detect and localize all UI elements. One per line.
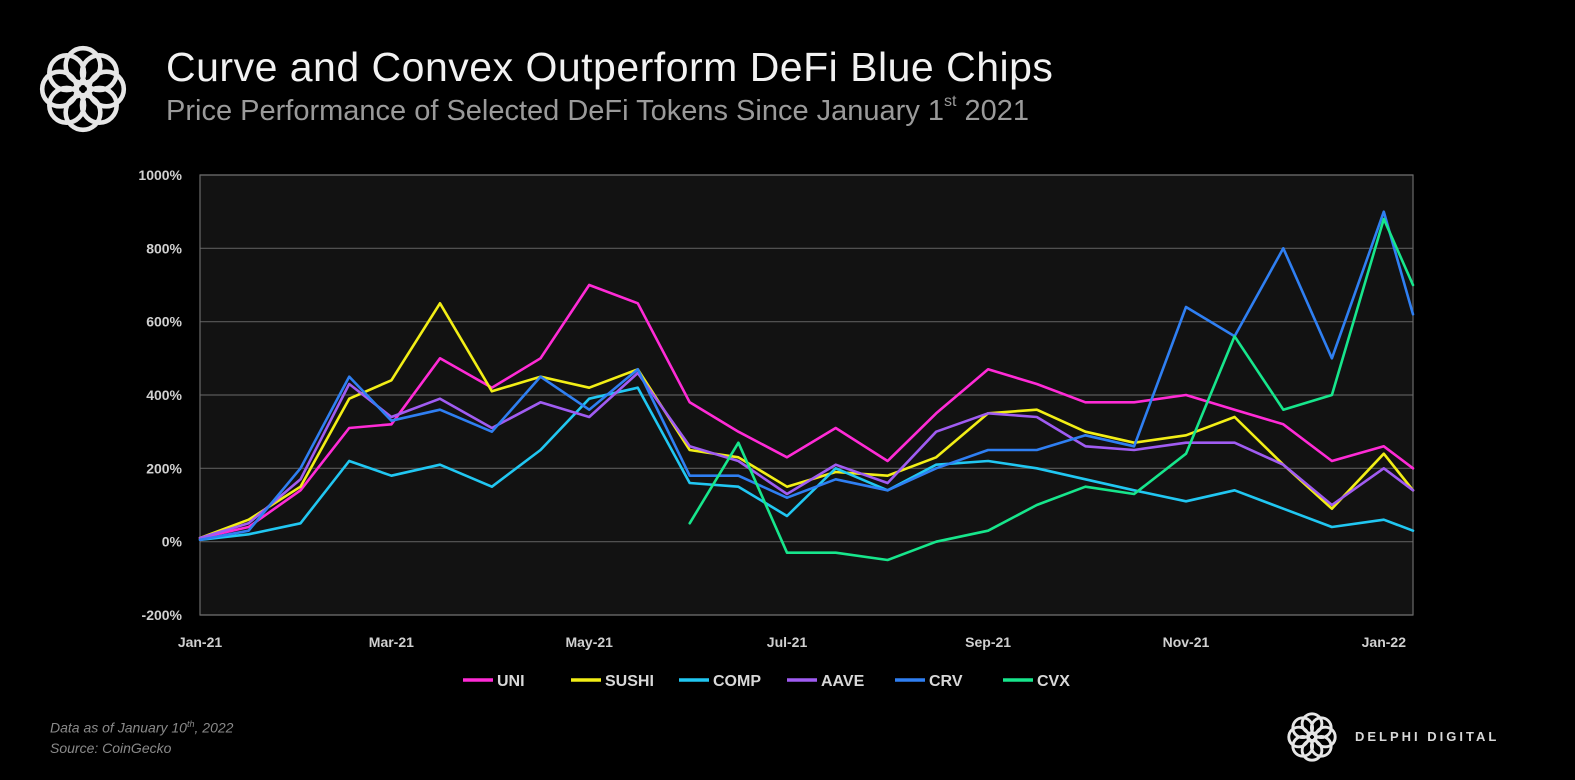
legend-item-cvx: CVX	[1003, 673, 1070, 690]
series-line-aave	[198, 371, 1415, 540]
legend-item-comp: COMP	[679, 673, 761, 690]
delphi-logo-icon	[39, 45, 127, 133]
y-tick-label: 400%	[146, 387, 182, 403]
delphi-digital-logo-icon	[1287, 712, 1337, 762]
series-lines	[198, 210, 1415, 562]
x-tick-label: Jan-22	[1362, 634, 1407, 650]
y-tick-label: 800%	[146, 240, 182, 256]
plot-border	[199, 174, 1414, 616]
legend-label: CRV	[929, 673, 963, 690]
subtitle-main: Price Performance of Selected DeFi Token…	[166, 95, 945, 127]
legend-label: AAVE	[821, 673, 865, 690]
x-tick-label: Jul-21	[767, 634, 808, 650]
footnote: Data as of January 10th, 2022 Source: Co…	[50, 714, 233, 758]
y-tick-label: 1000%	[138, 167, 182, 183]
y-tick-label: 200%	[146, 460, 182, 476]
legend-label: COMP	[713, 673, 761, 690]
legend-item-aave: AAVE	[787, 673, 865, 690]
legend-item-uni: UNI	[463, 673, 525, 690]
y-tick-label: -200%	[142, 607, 183, 623]
chart-title: Curve and Convex Outperform DeFi Blue Ch…	[166, 44, 1054, 90]
legend-label: UNI	[497, 673, 525, 690]
line-chart: -200% 0% 200% 400% 600% 800% 1000% Jan-21 Mar-2…	[138, 167, 1415, 690]
x-tick-label: Mar-21	[369, 634, 414, 650]
x-tick-label: Jan-21	[178, 634, 223, 650]
legend: UNI SUSHI COMP AAVE CRV CVX	[463, 673, 1070, 690]
subtitle-year: 2021	[956, 95, 1030, 127]
series-line-comp	[198, 386, 1415, 542]
x-axis: Jan-21 Mar-21 May-21 Jul-21 Sep-21 Nov-21 Jan-…	[178, 634, 1406, 650]
data-date-post: , 2022	[194, 719, 234, 736]
x-tick-label: May-21	[565, 634, 613, 650]
legend-item-sushi: SUSHI	[571, 673, 654, 690]
legend-item-crv: CRV	[895, 673, 963, 690]
data-date-sup: th	[186, 719, 195, 729]
x-tick-label: Sep-21	[965, 634, 1011, 650]
legend-label: CVX	[1037, 673, 1070, 690]
data-date-note: Data as of January 10th, 2022	[50, 714, 233, 738]
series-line-crv	[198, 210, 1415, 542]
legend-label: SUSHI	[605, 673, 654, 690]
source-note: Source: CoinGecko	[50, 739, 172, 756]
y-tick-label: 0%	[162, 534, 183, 550]
x-tick-label: Nov-21	[1163, 634, 1210, 650]
y-axis: -200% 0% 200% 400% 600% 800% 1000%	[138, 167, 182, 623]
data-date-pre: Data as of January 10	[50, 719, 187, 736]
brand-mark: DELPHI DIGITAL	[1283, 708, 1523, 766]
grid-lines	[199, 174, 1414, 616]
series-line-cvx	[688, 217, 1415, 562]
brand-name: DELPHI DIGITAL	[1355, 729, 1500, 744]
chart-subtitle: Price Performance of Selected DeFi Token…	[166, 93, 1030, 128]
y-tick-label: 600%	[146, 314, 182, 330]
subtitle-superscript: st	[944, 93, 957, 111]
